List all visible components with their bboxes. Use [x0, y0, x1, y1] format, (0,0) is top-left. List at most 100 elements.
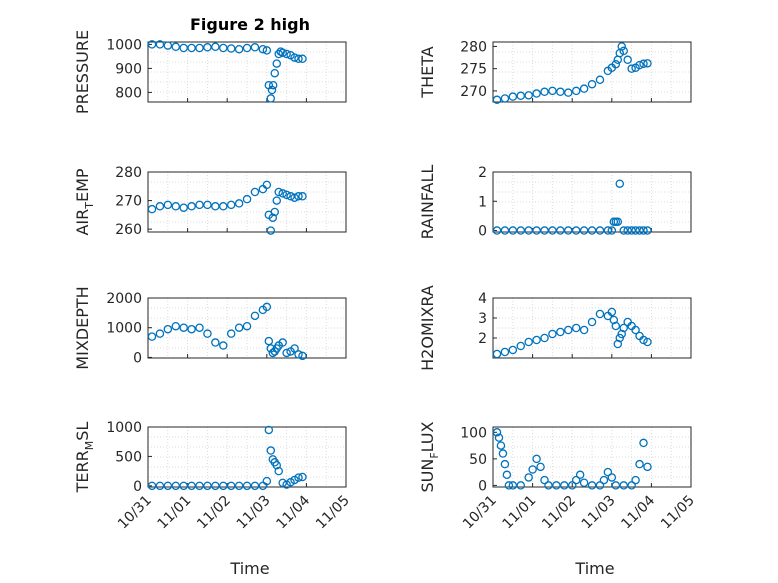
data-point — [267, 85, 277, 95]
data-point — [492, 226, 502, 235]
data-point — [587, 317, 597, 327]
data-point — [643, 226, 652, 235]
y-axis-label: SUNFLUX — [418, 421, 441, 492]
data-point — [226, 44, 236, 53]
data-point — [155, 202, 165, 211]
data-point — [500, 94, 510, 103]
data-point — [234, 481, 244, 491]
y-tick-label: 3 — [478, 311, 487, 327]
data-point — [631, 325, 640, 335]
data-point — [599, 475, 609, 485]
data-point — [262, 302, 272, 312]
data-point — [272, 196, 281, 205]
data-point — [298, 192, 307, 201]
data-point — [500, 347, 510, 357]
data-point — [611, 481, 621, 490]
data-point — [258, 44, 268, 54]
data-point — [211, 42, 220, 52]
axes-box — [147, 41, 347, 103]
panel-6: 0 500 1000 10/31 11/01 11/02 11/03 11/04 11/05 TE… — [73, 420, 353, 532]
data-point — [619, 323, 628, 333]
data-point — [226, 329, 236, 338]
data-point — [627, 481, 636, 490]
data-point — [556, 226, 565, 235]
data-point — [211, 481, 220, 491]
data-point — [508, 345, 518, 355]
y-axis-label: RAINFALL — [418, 165, 437, 240]
data-point — [195, 200, 204, 210]
data-point — [524, 473, 533, 482]
data-point — [290, 344, 299, 353]
data-point — [286, 192, 295, 201]
data-point — [278, 48, 287, 58]
x-tick-label: 11/04 — [273, 492, 313, 532]
data-point — [552, 481, 561, 490]
y-axis-label: TERRMSL — [73, 422, 96, 494]
data-point — [496, 441, 506, 450]
data-point — [536, 462, 545, 472]
data-point — [504, 481, 514, 490]
data-point — [195, 323, 204, 332]
data-point — [502, 470, 512, 480]
data-point — [171, 481, 181, 491]
data-point — [298, 472, 307, 482]
x-tick-label: 11/05 — [658, 493, 698, 533]
data-point — [294, 350, 303, 359]
y-tick-label: 270 — [115, 194, 142, 210]
x-axis-label-left: Time — [229, 559, 269, 578]
data-point — [171, 321, 181, 331]
data-point — [595, 226, 605, 235]
x-tick-label: 11/03 — [234, 493, 274, 533]
axes-box — [492, 171, 692, 233]
axes-box — [147, 426, 347, 488]
y-tick-label: 0 — [133, 479, 142, 495]
data-point — [635, 459, 644, 469]
data-point — [187, 481, 196, 491]
data-point — [500, 459, 510, 469]
y-tick-label: 260 — [115, 222, 142, 238]
data-point — [639, 335, 648, 345]
data-point — [528, 465, 537, 474]
data-point — [195, 481, 204, 491]
data-point — [274, 49, 283, 59]
x-tick-label: 11/02 — [539, 493, 579, 533]
data-point — [615, 179, 625, 188]
data-point — [540, 333, 549, 343]
panel-5: 2 3 4 H2OMIXRA — [418, 285, 692, 371]
data-point — [234, 199, 244, 208]
data-point — [564, 88, 573, 97]
data-point — [540, 475, 549, 485]
data-point — [619, 481, 628, 490]
data-point — [163, 481, 173, 491]
data-point — [607, 226, 617, 235]
data-point — [268, 213, 278, 222]
data-point — [234, 323, 244, 332]
y-tick-label: 0 — [133, 350, 142, 366]
y-tick-label: 280 — [460, 39, 487, 55]
panel-2: 260 270 280 AIRTEMP — [73, 165, 347, 238]
y-axis-label: H2OMIXRA — [418, 285, 437, 371]
data-point — [278, 338, 287, 347]
data-point — [556, 327, 565, 337]
axes-box — [147, 171, 347, 233]
x-axis-label-right: Time — [574, 559, 614, 578]
data-point — [272, 460, 281, 470]
data-point — [179, 43, 188, 53]
data-point — [508, 481, 518, 490]
y-tick-label: 50 — [469, 452, 487, 468]
data-point — [294, 54, 303, 64]
data-point — [211, 202, 220, 211]
data-point — [524, 226, 533, 235]
data-point — [595, 481, 605, 490]
data-point — [611, 321, 621, 331]
data-point — [219, 481, 228, 491]
data-point — [203, 329, 212, 338]
data-point — [516, 226, 526, 235]
data-point — [516, 91, 526, 101]
data-point — [567, 481, 577, 490]
data-point — [203, 200, 212, 210]
axes-box — [492, 426, 692, 488]
y-tick-label: 900 — [115, 61, 142, 77]
data-point — [171, 42, 181, 52]
